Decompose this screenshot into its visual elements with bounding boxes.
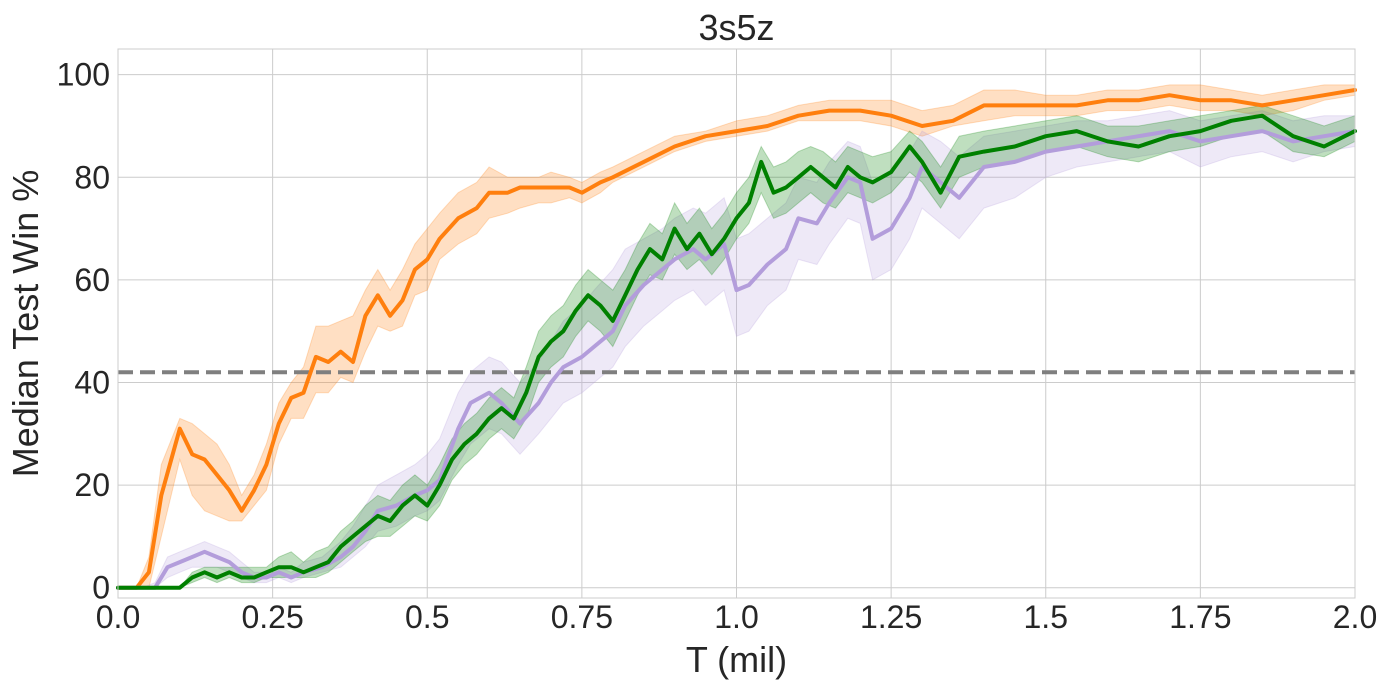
x-axis-label: T (mil)	[686, 639, 787, 680]
series-2-line	[116, 113, 1357, 590]
x-tick-label: 1.75	[1169, 599, 1231, 635]
y-tick-label: 80	[74, 159, 110, 195]
chart-title: 3s5z	[698, 7, 774, 48]
y-tick-label: 20	[74, 467, 110, 503]
series-0-line	[116, 88, 1357, 590]
x-tick-label: 0.0	[96, 599, 140, 635]
x-tick-label: 2.0	[1333, 599, 1377, 635]
plot-frame	[117, 48, 1356, 599]
x-tick-label: 0.75	[551, 599, 613, 635]
y-tick-label: 40	[74, 365, 110, 401]
y-tick-label: 60	[74, 262, 110, 298]
series-lines	[116, 88, 1357, 590]
x-tick-label: 1.25	[860, 599, 922, 635]
y-tick-labels: 0 20 40 60 80 100	[57, 57, 110, 606]
x-tick-label: 0.25	[241, 599, 303, 635]
x-tick-label: 0.5	[405, 599, 449, 635]
y-axis-label: Median Test Win %	[5, 170, 46, 477]
x-tick-label: 1.0	[714, 599, 758, 635]
x-tick-labels: 0.0 0.25 0.5 0.75 1.0 1.25 1.5 1.75 2.0	[96, 599, 1377, 635]
y-tick-label: 100	[57, 57, 110, 93]
x-tick-label: 1.5	[1024, 599, 1068, 635]
y-tick-label: 0	[92, 570, 110, 606]
series-1-line	[116, 129, 1357, 590]
